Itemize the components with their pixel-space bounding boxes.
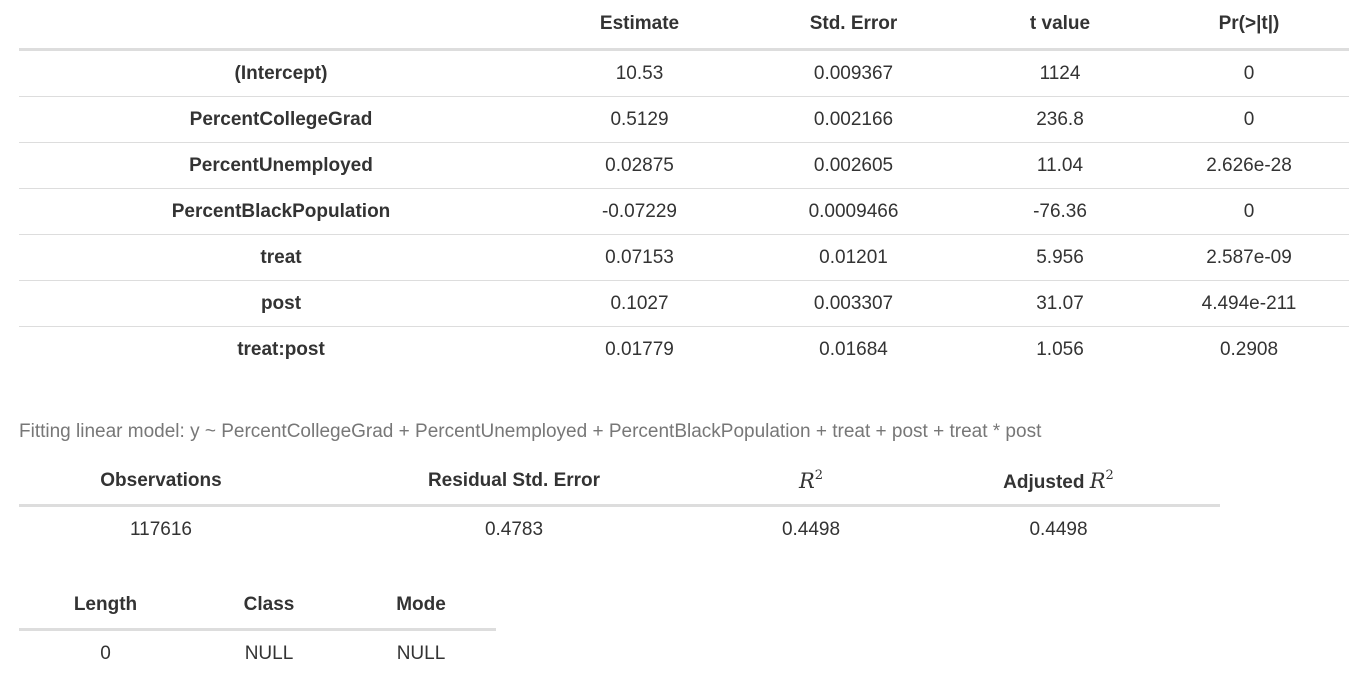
term-name: treat xyxy=(19,235,543,281)
t-value-cell: 31.07 xyxy=(971,281,1149,327)
observations-value: 117616 xyxy=(19,506,303,554)
table-row: treat 0.07153 0.01201 5.956 2.587e-09 xyxy=(19,235,1349,281)
t-value-cell: 1124 xyxy=(971,50,1149,97)
estimate-cell: 10.53 xyxy=(543,50,736,97)
std-error-column-header: Std. Error xyxy=(736,0,971,50)
std-error-cell: 0.01201 xyxy=(736,235,971,281)
t-value-cell: 236.8 xyxy=(971,97,1149,143)
t-value-column-header: t value xyxy=(971,0,1149,50)
length-value: 0 xyxy=(19,630,192,677)
std-error-cell: 0.0009466 xyxy=(736,189,971,235)
term-column-header xyxy=(19,0,543,50)
table-row: 0 NULL NULL xyxy=(19,630,496,677)
estimate-cell: 0.01779 xyxy=(543,327,736,373)
table-row: PercentBlackPopulation -0.07229 0.000946… xyxy=(19,189,1349,235)
term-name: PercentCollegeGrad xyxy=(19,97,543,143)
p-value-cell: 0 xyxy=(1149,50,1349,97)
coefficients-header-row: Estimate Std. Error t value Pr(>|t|) xyxy=(19,0,1349,50)
length-column-header: Length xyxy=(19,582,192,630)
coefficients-table: Estimate Std. Error t value Pr(>|t|) (In… xyxy=(19,0,1349,372)
term-name: treat:post xyxy=(19,327,543,373)
table-row: post 0.1027 0.003307 31.07 4.494e-211 xyxy=(19,281,1349,327)
std-error-cell: 0.009367 xyxy=(736,50,971,97)
p-value-cell: 0 xyxy=(1149,97,1349,143)
mode-column-header: Mode xyxy=(346,582,496,630)
std-error-cell: 0.003307 xyxy=(736,281,971,327)
term-name: (Intercept) xyxy=(19,50,543,97)
t-value-cell: -76.36 xyxy=(971,189,1149,235)
term-name: PercentBlackPopulation xyxy=(19,189,543,235)
estimate-column-header: Estimate xyxy=(543,0,736,50)
residual-std-error-value: 0.4783 xyxy=(303,506,725,554)
table-row: 117616 0.4783 0.4498 0.4498 xyxy=(19,506,1220,554)
model-fit-table: Observations Residual Std. Error R2 Adju… xyxy=(19,458,1220,553)
adjusted-r-squared-value: 0.4498 xyxy=(897,506,1220,554)
table-row: PercentCollegeGrad 0.5129 0.002166 236.8… xyxy=(19,97,1349,143)
p-value-cell: 0 xyxy=(1149,189,1349,235)
class-column-header: Class xyxy=(192,582,346,630)
estimate-cell: 0.1027 xyxy=(543,281,736,327)
class-value: NULL xyxy=(192,630,346,677)
table-row: PercentUnemployed 0.02875 0.002605 11.04… xyxy=(19,143,1349,189)
std-error-cell: 0.002166 xyxy=(736,97,971,143)
t-value-cell: 11.04 xyxy=(971,143,1149,189)
estimate-cell: 0.07153 xyxy=(543,235,736,281)
term-name: PercentUnemployed xyxy=(19,143,543,189)
residual-std-error-column-header: Residual Std. Error xyxy=(303,458,725,506)
r-squared-value: 0.4498 xyxy=(725,506,897,554)
summary-table: Length Class Mode 0 NULL NULL xyxy=(19,582,496,677)
adjusted-r-squared-column-header: Adjusted R2 xyxy=(897,458,1220,506)
estimate-cell: 0.02875 xyxy=(543,143,736,189)
summary-header-row: Length Class Mode xyxy=(19,582,496,630)
std-error-cell: 0.01684 xyxy=(736,327,971,373)
estimate-cell: -0.07229 xyxy=(543,189,736,235)
fit-header-row: Observations Residual Std. Error R2 Adju… xyxy=(19,458,1220,506)
r-squared-column-header: R2 xyxy=(725,458,897,506)
table-row: treat:post 0.01779 0.01684 1.056 0.2908 xyxy=(19,327,1349,373)
r-squared-symbol: R2 xyxy=(1090,469,1114,493)
t-value-cell: 1.056 xyxy=(971,327,1149,373)
observations-column-header: Observations xyxy=(19,458,303,506)
p-value-column-header: Pr(>|t|) xyxy=(1149,0,1349,50)
p-value-cell: 2.587e-09 xyxy=(1149,235,1349,281)
p-value-cell: 4.494e-211 xyxy=(1149,281,1349,327)
mode-value: NULL xyxy=(346,630,496,677)
table-row: (Intercept) 10.53 0.009367 1124 0 xyxy=(19,50,1349,97)
term-name: post xyxy=(19,281,543,327)
p-value-cell: 0.2908 xyxy=(1149,327,1349,373)
std-error-cell: 0.002605 xyxy=(736,143,971,189)
t-value-cell: 5.956 xyxy=(971,235,1149,281)
estimate-cell: 0.5129 xyxy=(543,97,736,143)
adjusted-label: Adjusted xyxy=(1003,472,1084,493)
p-value-cell: 2.626e-28 xyxy=(1149,143,1349,189)
model-formula-caption: Fitting linear model: y ~ PercentCollege… xyxy=(19,421,1041,443)
r-squared-symbol: R2 xyxy=(799,469,823,493)
